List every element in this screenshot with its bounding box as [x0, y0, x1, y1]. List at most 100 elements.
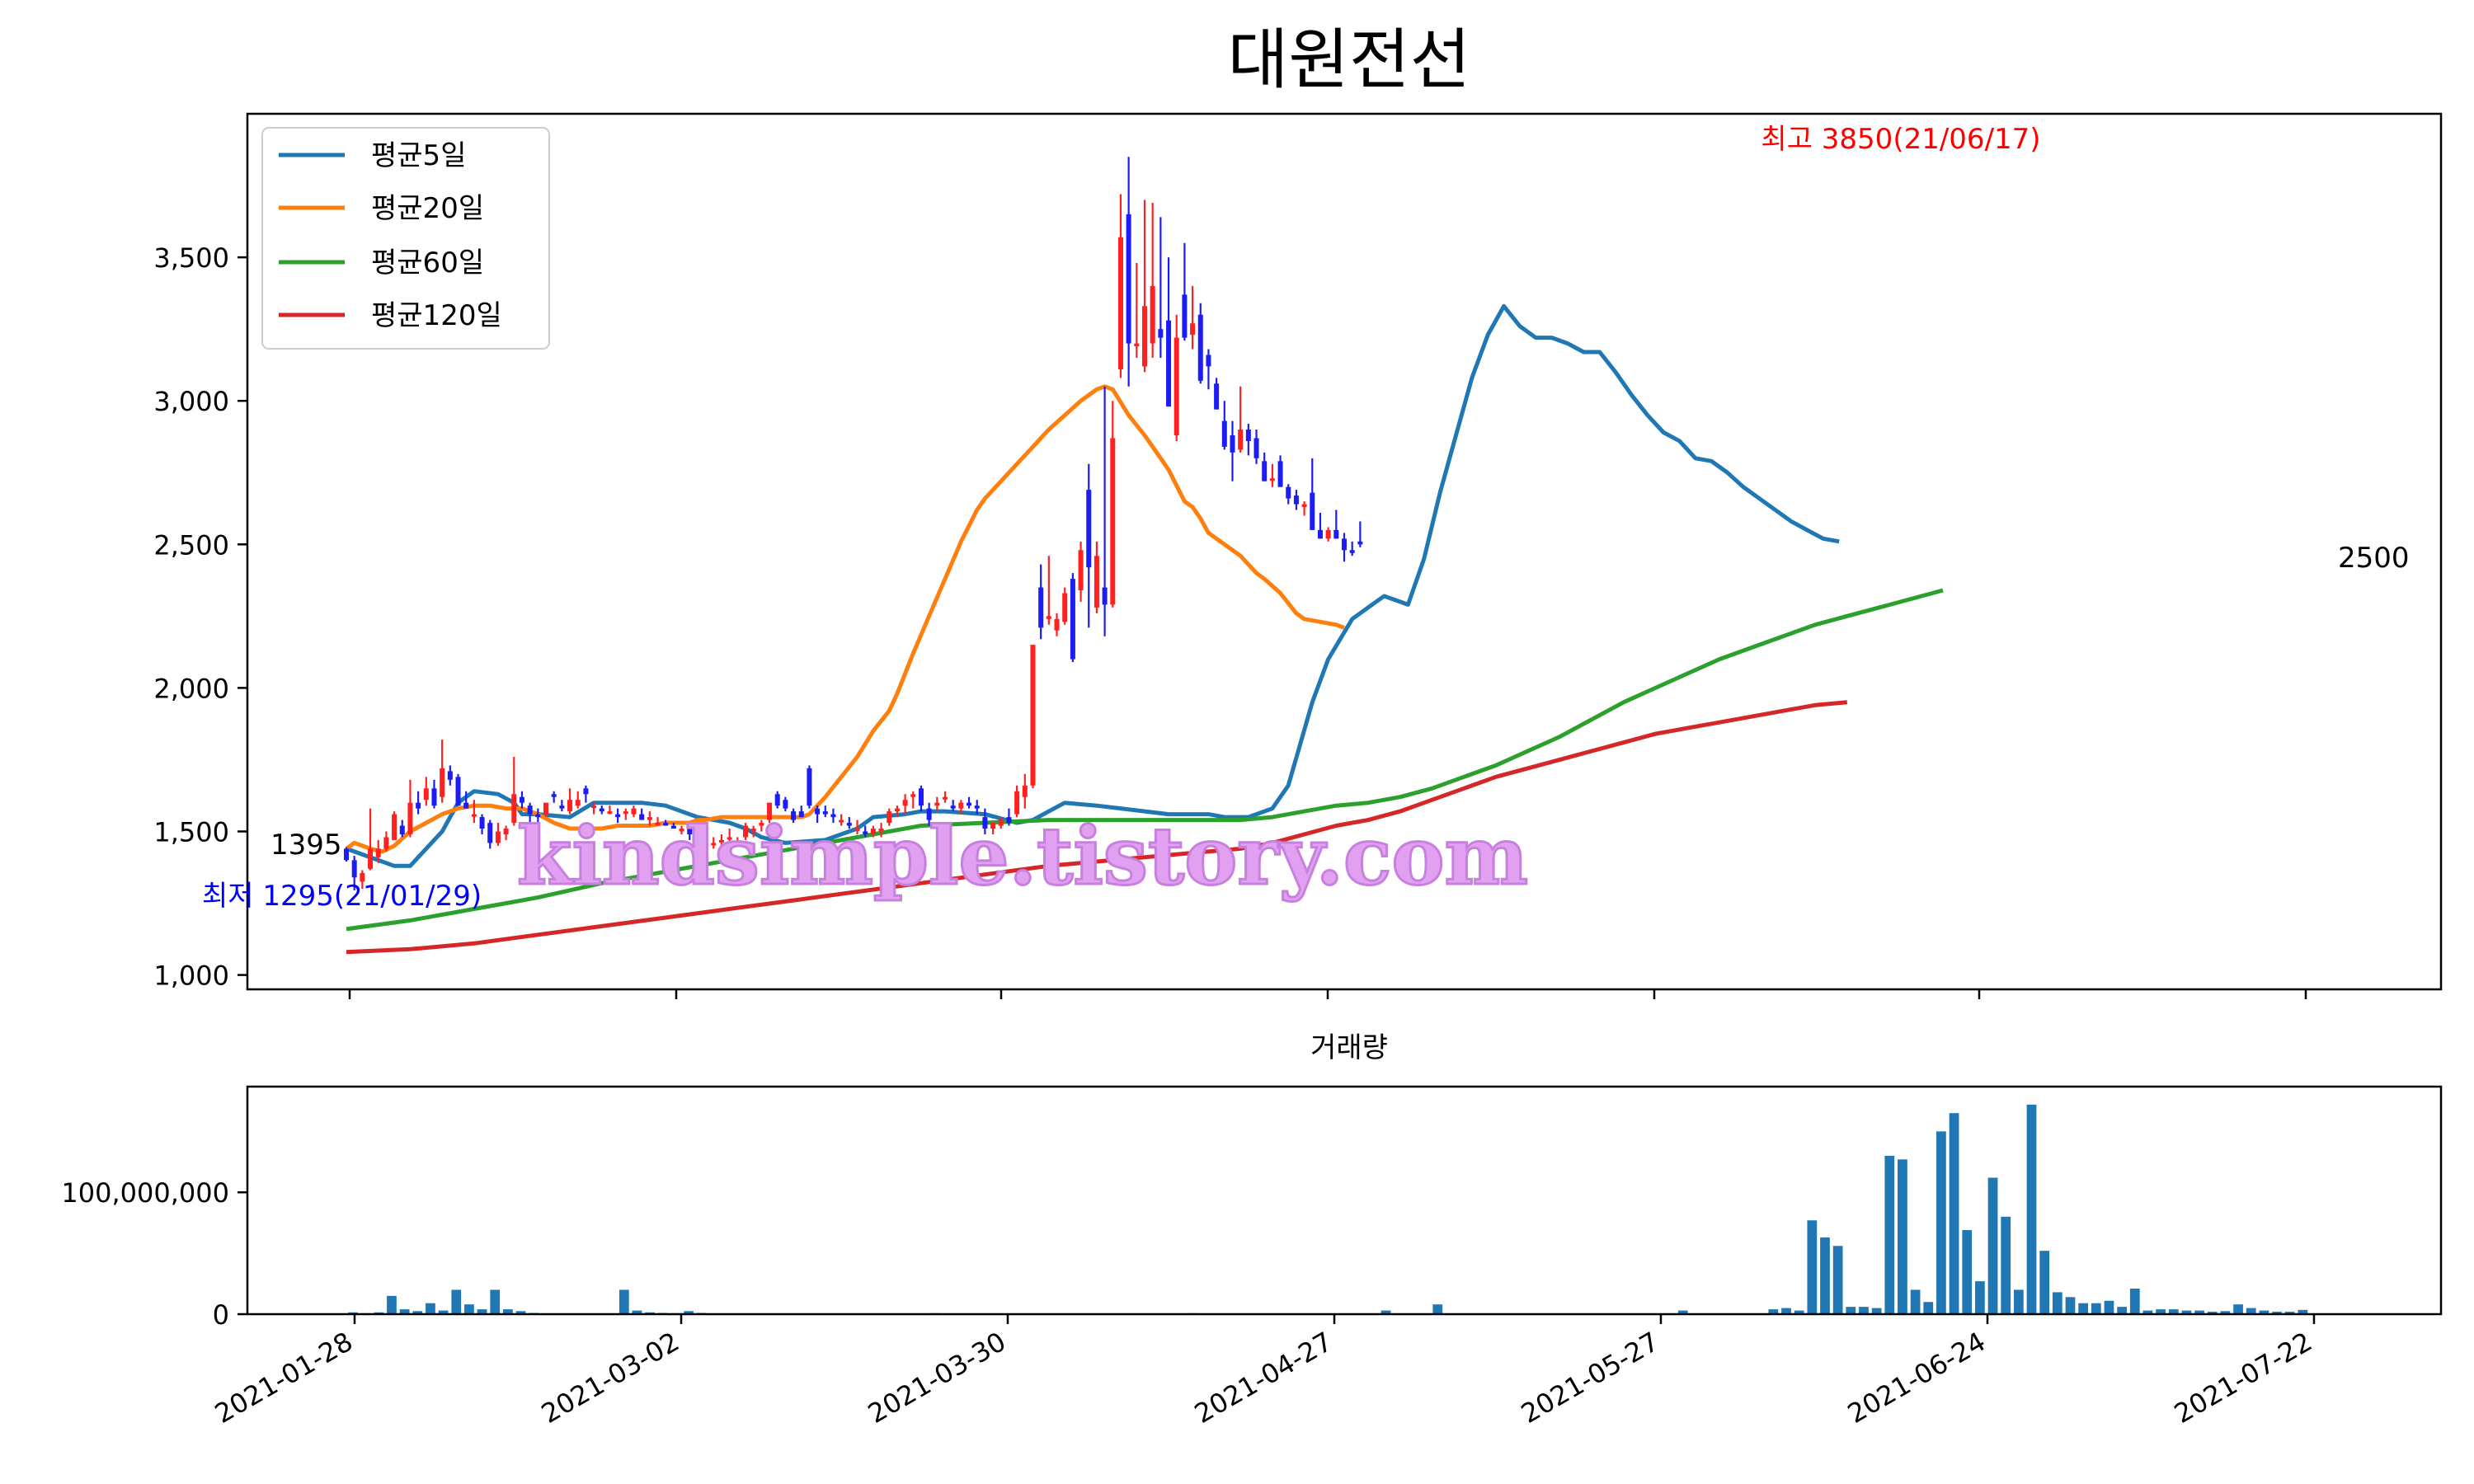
candle-body-up — [894, 808, 900, 812]
volume-bar — [2259, 1310, 2269, 1314]
candle-body-up — [878, 829, 884, 832]
volume-bar — [1936, 1131, 1946, 1314]
legend-box — [261, 127, 550, 350]
volume-bar — [477, 1309, 487, 1314]
candle-body-down — [615, 814, 621, 818]
volume-y-axis: 0 100,000,000 — [61, 1177, 247, 1331]
volume-bar — [1987, 1177, 1998, 1314]
candle-body-up — [839, 819, 844, 823]
candle-body-up — [1022, 785, 1028, 797]
candle-body-down — [1221, 420, 1227, 447]
price-y-tick-label: 1,000 — [153, 960, 229, 992]
price-y-tick-label: 2,500 — [153, 529, 229, 561]
candle-body-down — [1070, 579, 1075, 660]
volume-bar — [503, 1309, 513, 1314]
volume-bar — [1781, 1308, 1791, 1314]
candle-body-down — [1006, 817, 1012, 824]
volume-bar — [2117, 1307, 2128, 1314]
volume-bar — [412, 1311, 423, 1314]
candle-body-down — [982, 817, 988, 829]
candle-body-up — [887, 811, 892, 824]
candle-body-up — [423, 788, 429, 801]
volume-bar — [2142, 1310, 2153, 1314]
candle-body-down — [1293, 495, 1299, 505]
volume-bar — [2298, 1309, 2308, 1314]
candle-body-down — [639, 814, 645, 820]
candle-body-down — [791, 811, 797, 820]
candle-body-up — [567, 800, 573, 812]
price-panel: 1,000 1,500 2,000 2,500 3,000 3,500 — [153, 112, 2443, 999]
volume-bar — [2284, 1312, 2295, 1314]
candle-body-down — [1197, 314, 1203, 381]
candle-body-up — [471, 814, 477, 817]
candle-body-down — [599, 808, 604, 812]
candle-body-down — [399, 825, 405, 834]
candle-body-down — [1333, 529, 1339, 539]
candle-body-up — [575, 800, 581, 806]
legend-label-ma5: 평균5일 — [371, 139, 466, 172]
candle-body-up — [623, 811, 628, 815]
candle-body-down — [1349, 550, 1355, 553]
ma120-line — [346, 700, 1848, 955]
candle-body-down — [694, 837, 700, 840]
candle-body-down — [1038, 587, 1044, 628]
volume-bar — [387, 1295, 397, 1314]
last-close-label: 2500 — [2338, 542, 2410, 575]
candle-body-down — [535, 814, 541, 818]
candle-body-down — [1341, 538, 1348, 551]
candle-body-down — [343, 848, 350, 861]
candle-body-up — [1325, 529, 1331, 539]
candle-body-down — [1357, 541, 1363, 545]
candle-body-up — [742, 825, 749, 838]
volume-bar — [1949, 1113, 1959, 1314]
candle-body-down — [351, 860, 357, 878]
price-y-tick-label: 3,000 — [153, 386, 229, 417]
volume-bar — [515, 1311, 526, 1314]
candle-body-up — [631, 808, 637, 815]
candle-body-up — [1030, 645, 1036, 786]
volume-bar — [426, 1303, 435, 1314]
candle-body-up — [1150, 285, 1155, 344]
candle-body-up — [495, 831, 501, 843]
candle-body-down — [687, 825, 693, 834]
candle-body-down — [663, 823, 669, 826]
candle-body-up — [1117, 237, 1123, 369]
candle-body-up — [1269, 478, 1275, 481]
volume-bar — [2246, 1308, 2256, 1314]
volume-bar — [2194, 1310, 2204, 1314]
candle-body-down — [918, 788, 924, 806]
high-annotation: 최고 3850(21/06/17) — [1761, 123, 2040, 156]
price-x-axis-ticks — [348, 989, 2307, 999]
volume-bar — [490, 1289, 501, 1314]
candle-body-up — [1141, 306, 1148, 367]
volume-bar — [1975, 1281, 1985, 1314]
candle-body-up — [718, 839, 724, 843]
candle-body-up — [942, 796, 948, 800]
candle-body-up — [1134, 343, 1140, 347]
candle-body-up — [767, 802, 773, 820]
candle-body-down — [1310, 492, 1315, 530]
candle-body-down — [455, 777, 461, 806]
candle-body-up — [870, 829, 876, 834]
candlesticks — [343, 157, 1363, 890]
volume-bar — [2091, 1303, 2101, 1314]
candle-body-down — [559, 805, 565, 809]
volume-bar — [2156, 1309, 2166, 1314]
candle-body-up — [958, 802, 964, 809]
candle-body-down — [783, 800, 788, 809]
volume-bar — [2026, 1104, 2037, 1314]
volume-bar — [2129, 1288, 2140, 1314]
candle-body-up — [655, 823, 661, 826]
volume-bar — [1923, 1302, 1934, 1314]
candle-body-down — [487, 823, 493, 843]
candle-body-down — [967, 802, 972, 806]
volume-bar — [2233, 1304, 2243, 1314]
candle-body-up — [1174, 337, 1179, 435]
volume-bar — [1871, 1308, 1882, 1314]
candle-body-down — [1086, 490, 1092, 568]
volume-bar — [1807, 1220, 1818, 1314]
candle-body-up — [679, 829, 684, 832]
candle-body-down — [1317, 529, 1323, 539]
candle-body-down — [519, 796, 524, 803]
volume-y-tick-label: 0 — [213, 1299, 229, 1331]
